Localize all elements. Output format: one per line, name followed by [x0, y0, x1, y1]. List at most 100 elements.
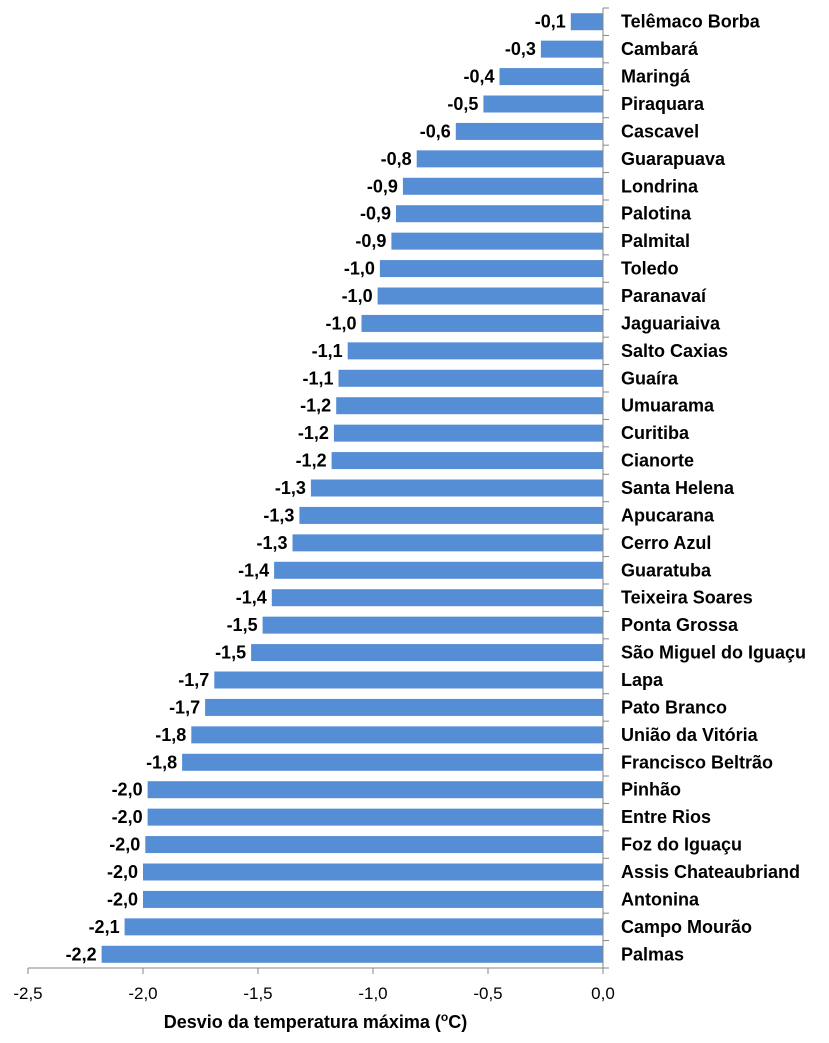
category-label: Francisco Beltrão	[621, 752, 773, 772]
category-label: Piraquara	[621, 94, 705, 114]
bar	[214, 671, 604, 689]
bar	[361, 314, 603, 332]
data-label: -0,5	[447, 94, 478, 114]
category-label: Guarapuava	[621, 149, 726, 169]
bar	[377, 287, 603, 305]
category-label: Teixeira Soares	[621, 588, 753, 608]
data-label: -0,9	[367, 176, 398, 196]
data-label: -1,2	[296, 451, 327, 471]
category-label: Cianorte	[621, 451, 694, 471]
x-axis-title-sup: o	[441, 1010, 448, 1024]
data-label: -0,1	[535, 12, 566, 32]
bar	[391, 232, 603, 250]
data-label: -0,4	[463, 67, 494, 87]
data-label: -2,0	[109, 835, 140, 855]
data-label: -2,0	[107, 889, 138, 909]
bar	[271, 589, 603, 607]
data-label: -1,5	[215, 643, 246, 663]
data-label: -0,9	[355, 231, 386, 251]
bar	[347, 342, 603, 360]
data-label: -2,0	[112, 807, 143, 827]
category-label: Foz do Iguaçu	[621, 835, 742, 855]
category-label: Entre Rios	[621, 807, 711, 827]
bar	[396, 205, 603, 223]
bar	[274, 561, 603, 579]
data-label: -0,3	[505, 39, 536, 59]
x-axis-title-tail: C)	[448, 1012, 467, 1032]
category-label: Jaguariaiva	[621, 313, 721, 333]
bar	[191, 726, 604, 744]
category-label: Antonina	[621, 889, 700, 909]
data-label: -1,1	[302, 368, 333, 388]
data-label: -0,8	[381, 149, 412, 169]
bar	[147, 781, 603, 799]
data-label: -1,2	[300, 396, 331, 416]
x-tick-label: -0,5	[473, 984, 502, 1003]
x-tick-label: -2,5	[13, 984, 42, 1003]
x-axis-title-main: Desvio da temperatura máxima (	[164, 1012, 441, 1032]
bar	[499, 68, 603, 86]
x-tick-label: 0,0	[591, 984, 615, 1003]
x-tick-label: -2,0	[128, 984, 157, 1003]
data-label: -2,0	[112, 780, 143, 800]
category-label: Umuarama	[621, 396, 715, 416]
data-label: -0,9	[360, 204, 391, 224]
axes-group	[28, 8, 604, 969]
category-label: Santa Helena	[621, 478, 735, 498]
category-labels-group: Telêmaco Borba Cambará Maringá Piraquara Cas…	[621, 12, 806, 965]
bar	[262, 616, 603, 634]
data-label: -1,2	[298, 423, 329, 443]
bar	[147, 808, 603, 826]
bar	[483, 95, 603, 113]
category-label: União da Vitória	[621, 725, 759, 745]
bar	[143, 863, 603, 881]
bar	[205, 698, 603, 716]
category-label: Palmas	[621, 944, 684, 964]
category-label: Campo Mourão	[621, 917, 752, 937]
x-tick-label: -1,0	[358, 984, 387, 1003]
bar	[338, 369, 603, 387]
data-label: -1,4	[236, 588, 267, 608]
bar	[570, 13, 603, 31]
category-label: Assis Chateaubriand	[621, 862, 800, 882]
x-ticks-group: -2,5 -2,0 -1,5 -1,0 -0,5 0,0	[13, 968, 615, 1003]
data-label: -2,2	[66, 944, 97, 964]
bar	[310, 479, 603, 497]
category-label: Londrina	[621, 176, 699, 196]
category-label: Curitiba	[621, 423, 690, 443]
data-label: -1,1	[312, 341, 343, 361]
data-label: -1,0	[344, 259, 375, 279]
category-label: Maringá	[621, 67, 691, 87]
bar	[402, 177, 603, 195]
category-label: Paranavaí	[621, 286, 707, 306]
category-label: Cambará	[621, 39, 699, 59]
data-label: -1,0	[325, 313, 356, 333]
data-label: -1,5	[227, 615, 258, 635]
data-labels-group: -0,1 -0,3 -0,4 -0,5 -0,6 -0,8 -0,9 -0,9 -0,9 -1,0…	[66, 12, 566, 965]
bar	[292, 534, 603, 552]
x-axis-title: Desvio da temperatura máxima (oC)	[164, 1010, 467, 1032]
bar	[251, 644, 603, 662]
bar	[331, 452, 603, 470]
category-label: Cerro Azul	[621, 533, 711, 553]
bars-group	[101, 13, 604, 963]
data-label: -1,8	[155, 725, 186, 745]
bar	[299, 506, 603, 524]
data-label: -1,3	[263, 505, 294, 525]
data-label: -2,1	[89, 917, 120, 937]
data-label: -1,0	[342, 286, 373, 306]
data-label: -1,3	[256, 533, 287, 553]
category-label: Toledo	[621, 259, 679, 279]
bar	[455, 122, 603, 140]
category-label: Ponta Grossa	[621, 615, 739, 635]
data-label: -1,4	[238, 560, 269, 580]
bar	[145, 836, 604, 854]
category-label: Palotina	[621, 204, 692, 224]
category-label: Pato Branco	[621, 697, 727, 717]
category-label: Guaratuba	[621, 560, 712, 580]
bar	[540, 40, 603, 58]
category-label: Palmital	[621, 231, 690, 251]
bar	[143, 890, 603, 908]
category-label: Guaíra	[621, 368, 679, 388]
